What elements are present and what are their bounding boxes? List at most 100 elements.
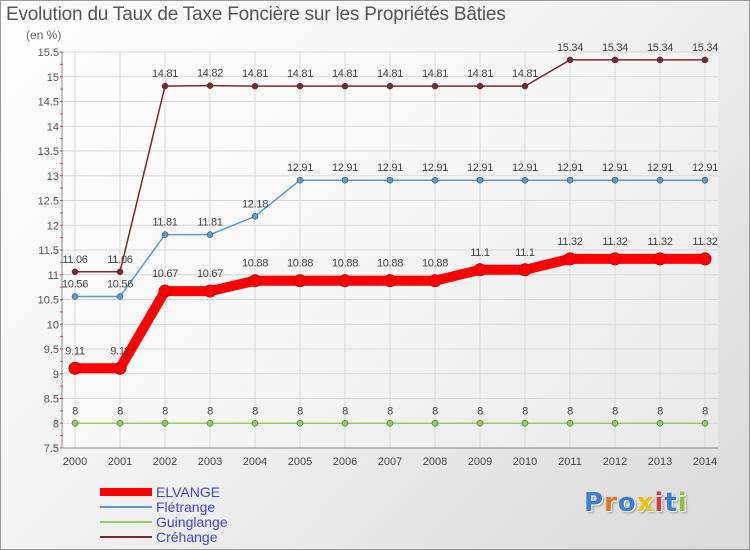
series-point bbox=[161, 420, 169, 427]
data-label: 8 bbox=[342, 405, 348, 417]
data-label: 12.18 bbox=[242, 198, 268, 210]
series-point bbox=[611, 420, 619, 427]
series-point bbox=[701, 56, 709, 64]
series-point bbox=[386, 176, 394, 184]
y-tick-label: 8.5 bbox=[44, 394, 59, 406]
series-point bbox=[293, 274, 307, 288]
series-point bbox=[608, 252, 622, 266]
data-label: 14.81 bbox=[287, 68, 313, 80]
data-label: 12.91 bbox=[332, 162, 358, 174]
data-label: 12.91 bbox=[422, 162, 448, 174]
data-label: 8 bbox=[117, 405, 123, 417]
y-tick-label: 12 bbox=[47, 220, 59, 232]
series-point bbox=[476, 420, 484, 427]
data-label: 12.91 bbox=[557, 162, 583, 174]
data-label: 11.1 bbox=[515, 247, 535, 259]
data-label: 12.91 bbox=[467, 162, 493, 174]
series-point bbox=[296, 82, 304, 90]
series-point bbox=[71, 420, 79, 427]
x-tick-label: 2009 bbox=[468, 456, 492, 468]
series-point bbox=[476, 82, 484, 90]
data-label: 8 bbox=[252, 405, 258, 417]
y-tick-label: 11.5 bbox=[38, 245, 59, 257]
data-label: 14.81 bbox=[332, 68, 358, 80]
logo-letter: t bbox=[664, 488, 678, 518]
x-tick-label: 2004 bbox=[243, 456, 267, 468]
data-label: 9.11 bbox=[110, 345, 130, 357]
series-point bbox=[611, 56, 619, 64]
data-label: 10.88 bbox=[377, 258, 403, 270]
legend-label: ELVANGE bbox=[156, 484, 220, 500]
data-label: 15.34 bbox=[602, 42, 628, 54]
series-point bbox=[203, 284, 217, 298]
series-point bbox=[701, 420, 709, 427]
series-point bbox=[116, 420, 124, 427]
y-tick-label: 8 bbox=[53, 418, 59, 430]
data-label: 11.81 bbox=[152, 217, 177, 229]
logo-letter: r bbox=[604, 488, 618, 518]
legend-label: Guinglange bbox=[156, 514, 228, 530]
data-label: 11.06 bbox=[62, 254, 87, 266]
data-label: 10.88 bbox=[242, 258, 268, 270]
y-tick-label: 11 bbox=[48, 270, 59, 282]
series-point bbox=[656, 56, 664, 64]
series-point bbox=[248, 274, 262, 288]
data-label: 8 bbox=[522, 405, 528, 417]
data-label: 10.88 bbox=[422, 258, 448, 270]
logo-letter: i bbox=[654, 488, 665, 518]
proxiti-logo: Proxiti bbox=[584, 488, 688, 518]
series-point bbox=[656, 420, 664, 427]
series-point bbox=[521, 176, 529, 184]
y-tick-label: 15.5 bbox=[38, 47, 59, 59]
series-point bbox=[611, 176, 619, 184]
series-point bbox=[341, 420, 349, 427]
x-tick-label: 2006 bbox=[333, 456, 357, 468]
data-label: 8 bbox=[387, 405, 393, 417]
series-point bbox=[251, 420, 259, 427]
series-point bbox=[341, 82, 349, 90]
series-point bbox=[473, 263, 487, 277]
series-point bbox=[518, 263, 532, 277]
y-tick-label: 7.5 bbox=[44, 443, 59, 455]
data-label: 8 bbox=[702, 405, 708, 417]
x-tick-label: 2005 bbox=[288, 456, 312, 468]
series-point bbox=[116, 293, 124, 300]
series-point bbox=[563, 252, 577, 266]
data-label: 14.82 bbox=[197, 68, 223, 80]
series-point bbox=[251, 213, 259, 220]
series-point bbox=[656, 176, 664, 184]
data-label: 11.32 bbox=[602, 236, 627, 248]
series-point bbox=[68, 361, 82, 375]
data-label: 12.91 bbox=[287, 162, 313, 174]
series-point bbox=[71, 293, 79, 300]
series-point bbox=[296, 176, 304, 184]
data-label: 8 bbox=[297, 405, 303, 417]
x-tick-label: 2001 bbox=[108, 456, 132, 468]
legend-label: Créhange bbox=[156, 529, 218, 545]
x-tick-label: 2008 bbox=[423, 456, 447, 468]
data-label: 11.06 bbox=[107, 254, 132, 266]
y-tick-label: 12.5 bbox=[38, 196, 59, 208]
data-label: 12.91 bbox=[647, 162, 673, 174]
series-point bbox=[71, 268, 79, 276]
series-point bbox=[428, 274, 442, 288]
series-point bbox=[566, 420, 574, 427]
logo-letter: P bbox=[584, 488, 605, 518]
data-label: 10.88 bbox=[287, 258, 313, 270]
data-label: 14.81 bbox=[467, 68, 493, 80]
data-label: 10.56 bbox=[107, 279, 133, 291]
series-point bbox=[206, 420, 214, 427]
series-point bbox=[386, 82, 394, 90]
data-label: 10.88 bbox=[332, 258, 358, 270]
series-point bbox=[431, 420, 439, 427]
series-point bbox=[476, 176, 484, 184]
data-label: 11.32 bbox=[647, 236, 672, 248]
chart-title: Evolution du Taux de Taxe Foncière sur l… bbox=[6, 4, 506, 25]
series-point bbox=[701, 176, 709, 184]
data-label: 12.91 bbox=[377, 162, 403, 174]
y-tick-label: 10.5 bbox=[38, 295, 59, 307]
data-label: 12.91 bbox=[512, 162, 538, 174]
data-label: 14.81 bbox=[377, 68, 403, 80]
y-tick-label: 10 bbox=[47, 319, 59, 331]
y-tick-label: 9.5 bbox=[44, 344, 59, 356]
